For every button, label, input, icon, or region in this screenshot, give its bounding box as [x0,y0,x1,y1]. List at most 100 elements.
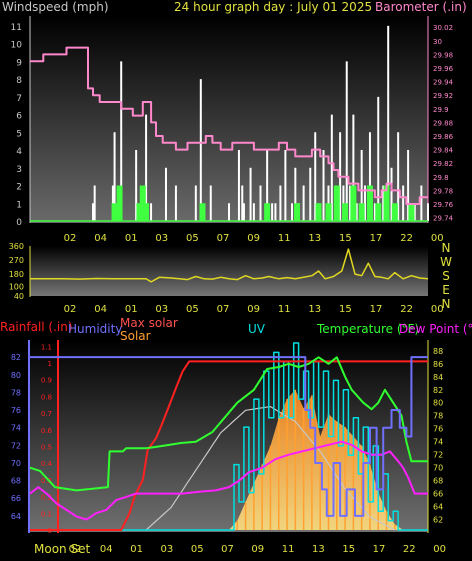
temperature-tick-label: 78 [433,412,443,421]
legend-max-solar: Max solar [120,316,178,330]
bottom-time-label: 03 [161,544,174,555]
top-time-label: 04 [94,233,107,244]
direction-time-label: 03 [155,304,168,315]
moon-set-label: Moon Set [34,542,91,556]
compass-label: S [442,269,450,283]
direction-time-label: 01 [125,304,138,315]
humidity-line [30,356,428,517]
legend-rainfall: Rainfall (.in) [0,320,73,334]
humidity-tick-label: 74 [11,424,21,433]
rain-tick-label: 0.9 [41,377,52,385]
barometer-tick-label: 29.86 [433,133,454,141]
temperature-tick-label: 80 [433,399,443,408]
direction-time-label: 04 [94,304,107,315]
wind-speed-bar [139,185,146,221]
top-time-label: 22 [400,233,413,244]
barometer-tick-label: 29.82 [433,160,453,168]
direction-time-label: 13 [308,304,321,315]
temperature-tick-label: 82 [433,386,443,395]
rain-tick-label: 1.1 [41,343,52,351]
bottom-time-label: 05 [191,544,204,555]
barometer-tick-label: 29.96 [433,65,454,73]
humidity-tick-label: 68 [11,477,21,486]
temperature-tick-label: 66 [433,490,443,499]
dewpoint-line [29,440,428,521]
rain-tick-label: 0.2 [41,494,52,502]
direction-time-label: 15 [339,304,352,315]
top-time-label: 07 [217,233,230,244]
barometer-axis-title: Barometer (.in) [375,0,467,14]
rain-tick-label: 0.5 [41,444,52,452]
top-time-label: 02 [64,233,77,244]
bottom-time-label: 04 [100,544,113,555]
wind-tick-label: 7 [16,94,22,104]
temperature-tick-label: 88 [433,347,443,356]
rain-tick-label: 0.6 [41,427,53,435]
temperature-tick-label: 86 [433,360,443,369]
direction-panel [30,246,428,296]
graph-title: 24 hour graph day : July 01 2025 [174,0,373,14]
compass-label: N [442,297,451,311]
rainfall-line [30,360,428,531]
temperature-tick-label: 72 [433,451,443,460]
barometer-tick-label: 29.8 [433,174,449,182]
direction-time-label: 22 [400,304,413,315]
wind-speed-bar [116,185,123,221]
legend-solar: Solar [120,329,151,343]
bottom-time-label: 13 [312,544,325,555]
direction-time-label: 00 [431,304,444,315]
compass-label: E [442,283,450,297]
rain-tick-label: 1 [48,360,52,368]
top-time-label: 01 [125,233,138,244]
humidity-tick-label: 66 [11,494,21,503]
direction-tick-label: 40 [14,292,24,301]
wind-speed-bar [199,203,206,221]
humidity-tick-label: 70 [11,459,21,468]
temperature-tick-label: 70 [433,464,443,473]
temperature-tick-label: 74 [433,438,443,447]
max-solar-line [145,406,396,531]
direction-tick-label: 360 [9,242,24,251]
humidity-tick-label: 78 [11,388,21,397]
wind-speed-bar [358,203,365,221]
wind-speed-bar [315,203,322,221]
barometer-tick-label: 29.84 [433,147,454,155]
barometer-tick-label: 29.74 [433,215,454,223]
wind-speed-bar [325,203,332,221]
rain-tick-label: 0.3 [41,477,52,485]
barometer-tick-label: 29.76 [433,201,454,209]
barometer-tick-label: 29.94 [433,79,454,87]
humidity-tick-label: 80 [11,371,21,380]
direction-tick-label: 270 [9,256,24,265]
direction-tick-label: 100 [9,283,24,292]
direction-time-label: 09 [247,304,260,315]
barometer-tick-label: 29.78 [433,187,453,195]
legend-dewpoint: Dew Point (°F) [399,322,472,336]
rain-tick-label: 0.7 [41,410,52,418]
windspeed-axis-title: Windspeed (mph) [2,0,109,14]
top-time-label: 05 [186,233,199,244]
wind-tick-label: 3 [16,165,22,175]
wind-tick-label: 5 [16,129,22,139]
top-time-label: 11 [278,233,291,244]
top-time-label: 09 [247,233,260,244]
humidity-tick-label: 72 [11,441,21,450]
wind-tick-label: 1 [16,200,22,210]
bottom-time-label: 15 [342,544,355,555]
direction-line [30,248,429,283]
barometer-tick-label: 29.9 [433,106,449,114]
wind-tick-label: 10 [11,41,23,51]
wind-speed-bar [375,203,382,221]
direction-time-label: 11 [278,304,291,315]
wind-speed-bar [366,185,373,221]
barometer-line [30,46,428,205]
top-time-label: 15 [339,233,352,244]
wind-speed-bar [293,203,300,221]
wind-speed-bar [408,203,415,221]
wind-speed-bar [143,203,150,221]
temperature-tick-label: 68 [433,477,443,486]
top-time-label: 00 [431,233,444,244]
top-time-label: 03 [155,233,168,244]
